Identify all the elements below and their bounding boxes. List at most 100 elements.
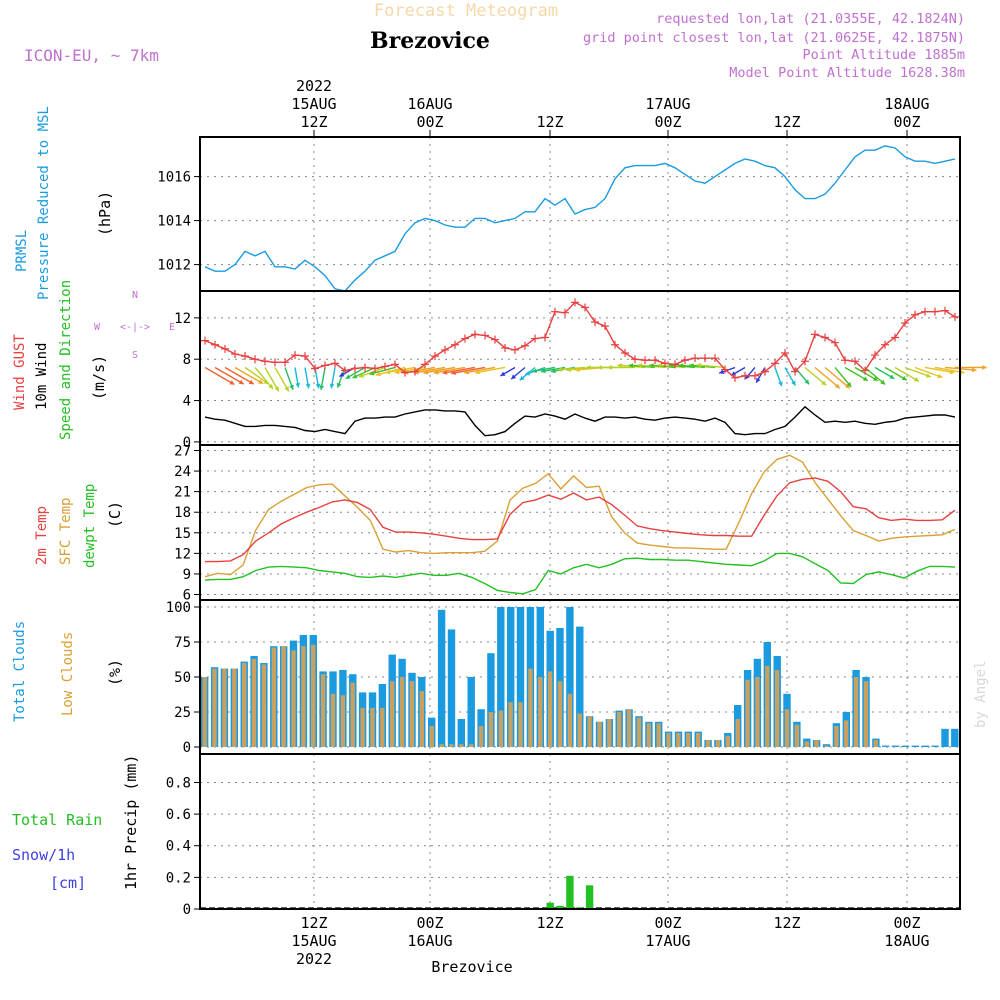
gust-marker-21	[411, 367, 419, 376]
bar-low-clouds-28	[478, 726, 484, 747]
ytick-label-3-4: 100	[166, 600, 191, 616]
gust-marker-4	[241, 352, 249, 361]
bar-low-clouds-17	[370, 707, 375, 747]
bar-low-clouds-20	[399, 677, 405, 747]
clouds-unit-label: (%)	[106, 659, 124, 686]
compass-w: W	[94, 322, 101, 333]
gust-marker-33	[531, 334, 539, 343]
wind-arrowhead-15	[339, 372, 345, 377]
wind-arrowhead-28	[451, 370, 456, 376]
wind-arrowhead-8	[289, 384, 294, 390]
bar-low-clouds-30	[498, 710, 503, 747]
wind-arrow-72	[924, 366, 955, 374]
bar-total-clouds-69	[882, 745, 890, 747]
gust-marker-45	[651, 356, 659, 365]
wind-arrowhead-3	[258, 379, 264, 384]
bar-low-clouds-53	[725, 735, 730, 747]
ytick-label-2-0: 6	[183, 588, 191, 604]
bottom-time-label-3-0: 00Z	[654, 914, 681, 932]
wind-arrowhead-45	[628, 363, 634, 368]
gust-marker-29	[491, 335, 499, 344]
ytick-label-1-2: 8	[183, 352, 191, 368]
wind-arrowhead-31	[500, 371, 506, 376]
gust-marker-2	[221, 344, 229, 353]
gust-marker-6	[261, 357, 269, 366]
wind-arrow-69	[894, 366, 920, 382]
wind-label: 10m Wind	[34, 343, 50, 410]
top-time-label-5-2: 00Z	[893, 113, 920, 131]
snow-label: Snow/1h	[12, 846, 75, 864]
ytick-label-2-1: 9	[183, 567, 191, 583]
bar-low-clouds-41	[607, 719, 612, 747]
gust-marker-31	[511, 345, 519, 354]
bar-total-clouds-70	[891, 745, 900, 747]
gust-marker-19	[391, 360, 399, 369]
bar-low-clouds-61	[804, 741, 809, 747]
bar-low-clouds-60	[794, 724, 800, 747]
gust-marker-25	[451, 340, 459, 349]
panel-frame-4	[199, 753, 961, 910]
bar-low-clouds-49	[686, 733, 691, 747]
wind-arrow-24	[413, 366, 446, 374]
wind-arrow-62	[824, 366, 851, 389]
wind-arrow-21	[385, 366, 416, 374]
wind-arrow-1	[214, 366, 245, 385]
bar-low-clouds-48	[676, 733, 681, 747]
gust-marker-15	[351, 364, 359, 373]
gust-marker-75	[951, 312, 959, 321]
ytick-label-2-2: 12	[174, 546, 191, 562]
bar-low-clouds-9	[291, 650, 296, 747]
gust-marker-50	[701, 354, 709, 363]
bar-low-clouds-14	[340, 695, 346, 747]
compass-n: N	[132, 290, 138, 301]
bar-low-clouds-57	[765, 665, 770, 747]
wind-arrowhead-35	[532, 368, 537, 374]
bar-low-clouds-43	[626, 709, 632, 747]
gust-marker-35	[551, 307, 559, 316]
wind-arrowhead-5	[268, 384, 273, 389]
bar-total-clouds-26	[457, 719, 465, 747]
bottom-time-label-0-0: 12Z	[300, 914, 327, 932]
gust-marker-44	[641, 356, 649, 365]
series-sfc-temp	[204, 454, 956, 578]
wind-arrowhead-27	[442, 370, 448, 375]
bar-low-clouds-40	[597, 721, 602, 747]
gust-label: Wind GUST	[12, 334, 28, 410]
wind-arrowhead-26	[433, 369, 439, 375]
gust-marker-62	[821, 333, 829, 342]
bottom-time-label-5-0: 00Z	[893, 914, 920, 932]
gust-marker-56	[761, 367, 769, 376]
wind-arrowhead-71	[937, 373, 943, 379]
top-time-label-1-2: 00Z	[416, 113, 443, 131]
ytick-label-0-2: 1016	[157, 170, 191, 186]
wind-arrowhead-17	[352, 373, 358, 379]
gust-marker-34	[541, 333, 549, 342]
snow-unit-label: [cm]	[50, 874, 86, 892]
wind-arrowhead-47	[649, 363, 654, 368]
wind-arrowhead-36	[541, 368, 546, 374]
wind-arrowhead-64	[862, 376, 868, 381]
wind-arrowhead-39	[566, 367, 571, 372]
gust-marker-14	[341, 366, 349, 375]
gust-marker-54	[741, 371, 749, 380]
bar-low-clouds-2	[222, 668, 227, 747]
wind-unit-label: (m/s)	[90, 355, 108, 400]
gust-marker-63	[831, 338, 839, 347]
gust-marker-55	[751, 371, 759, 380]
wind-arrowhead-16	[345, 374, 351, 379]
wind-arrow-61	[814, 366, 841, 389]
bar-low-clouds-36	[557, 681, 563, 747]
gust-marker-46	[661, 359, 669, 368]
bar-total-clouds-29	[487, 653, 495, 747]
wind-arrow-7	[274, 367, 290, 392]
bar-total-clouds-31	[507, 607, 515, 747]
wind-arrowhead-63	[846, 381, 852, 387]
winddir-label: Speed and Direction	[58, 280, 74, 440]
t2m-label: 2m Temp	[34, 506, 50, 565]
bar-total-clouds-37	[566, 607, 574, 747]
bar-low-clouds-8	[281, 646, 286, 747]
wind-arrowhead-40	[575, 367, 580, 373]
total-rain-label: Total Rain	[12, 811, 102, 829]
gust-marker-41	[611, 340, 619, 349]
series-10m-wind	[204, 405, 956, 437]
